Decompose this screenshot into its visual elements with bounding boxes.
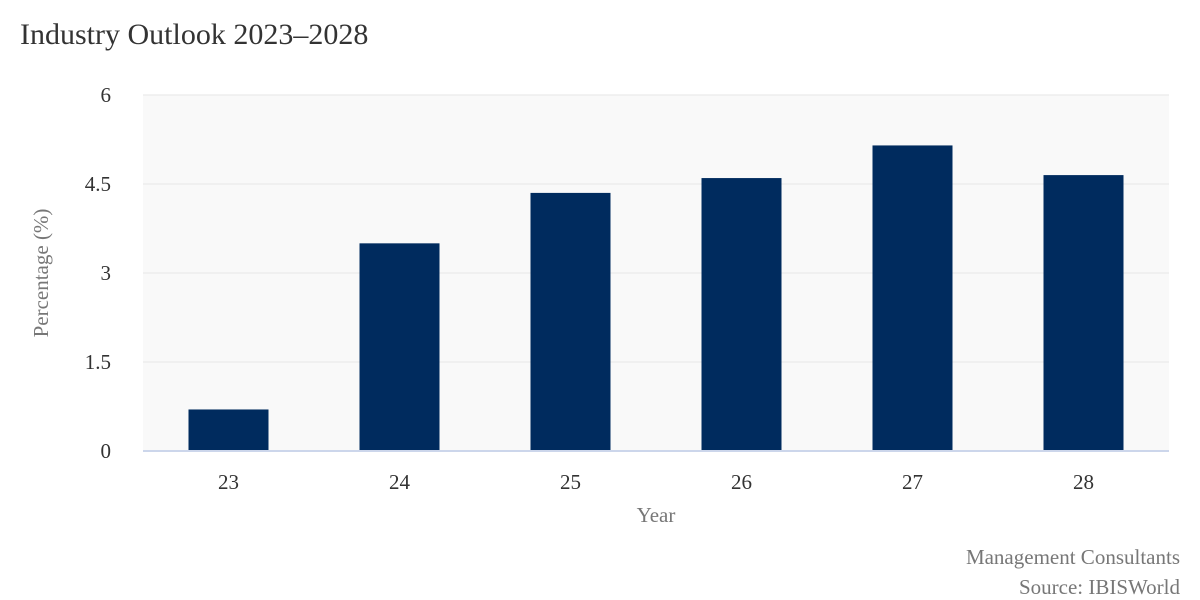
y-tick-label: 6 <box>101 83 112 107</box>
bar-23 <box>188 409 269 451</box>
y-axis-title: Percentage (%) <box>29 209 53 338</box>
x-axis-ticks: 23 24 25 26 27 28 <box>218 470 1094 494</box>
bar-24 <box>359 243 440 451</box>
y-tick-label: 0 <box>101 439 112 463</box>
x-tick-label: 26 <box>731 470 752 494</box>
x-tick-label: 27 <box>902 470 923 494</box>
gridlines <box>143 94 1169 363</box>
x-tick-label: 28 <box>1073 470 1094 494</box>
x-tick-label: 23 <box>218 470 239 494</box>
credit-line-1: Management Consultants <box>966 545 1180 569</box>
y-axis-ticks: 0 1.5 3 4.5 6 <box>85 83 111 463</box>
x-axis-title: Year <box>637 503 676 527</box>
bar-27 <box>872 145 953 451</box>
bar-28 <box>1043 175 1124 451</box>
bar-26 <box>701 178 782 452</box>
bars <box>188 145 1124 452</box>
credit-line-2: Source: IBISWorld <box>1019 575 1181 599</box>
x-tick-label: 25 <box>560 470 581 494</box>
y-tick-label: 1.5 <box>85 350 111 374</box>
bar-25 <box>530 192 611 451</box>
y-tick-label: 3 <box>101 261 112 285</box>
x-tick-label: 24 <box>389 470 411 494</box>
chart-title: Industry Outlook 2023–2028 <box>20 18 368 51</box>
y-tick-label: 4.5 <box>85 172 111 196</box>
